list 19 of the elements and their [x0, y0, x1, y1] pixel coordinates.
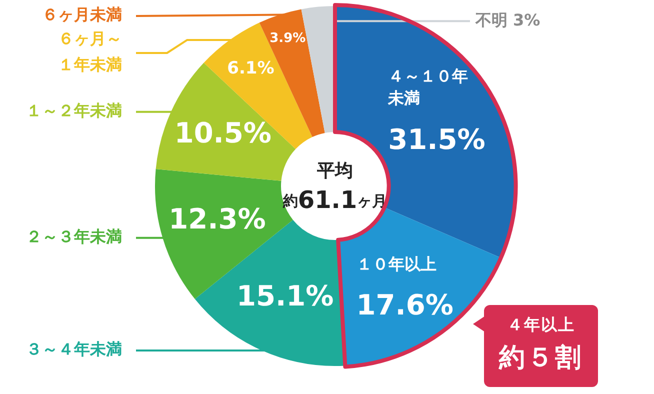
text: 約５割 — [498, 342, 584, 375]
slice-label: １～２年未満 — [26, 101, 122, 120]
data-label: 10.5% — [174, 116, 272, 150]
text: 平均 — [316, 160, 353, 182]
data-label: 3.9% — [270, 31, 306, 46]
slice-label: ３～４年未満 — [26, 340, 122, 359]
slice-label: ４～１０年未満 — [387, 66, 468, 108]
slice-label: １０年以上 — [356, 254, 436, 274]
data-label: 12.3% — [168, 202, 266, 236]
slice-label: ２～３年未満 — [26, 227, 122, 246]
slice-label: ６ヶ月～１年未満 — [58, 29, 122, 74]
data-label: 31.5% — [388, 122, 486, 156]
slice-label: 不明 3% — [474, 10, 540, 30]
data-label: 17.6% — [356, 288, 454, 322]
text: ４年以上 — [506, 315, 576, 336]
slice-label: ６ヶ月未満 — [42, 5, 122, 24]
text: 約61.1ヶ月 — [282, 186, 388, 214]
data-label: 15.1% — [236, 280, 334, 313]
data-label: 6.1% — [227, 58, 274, 79]
